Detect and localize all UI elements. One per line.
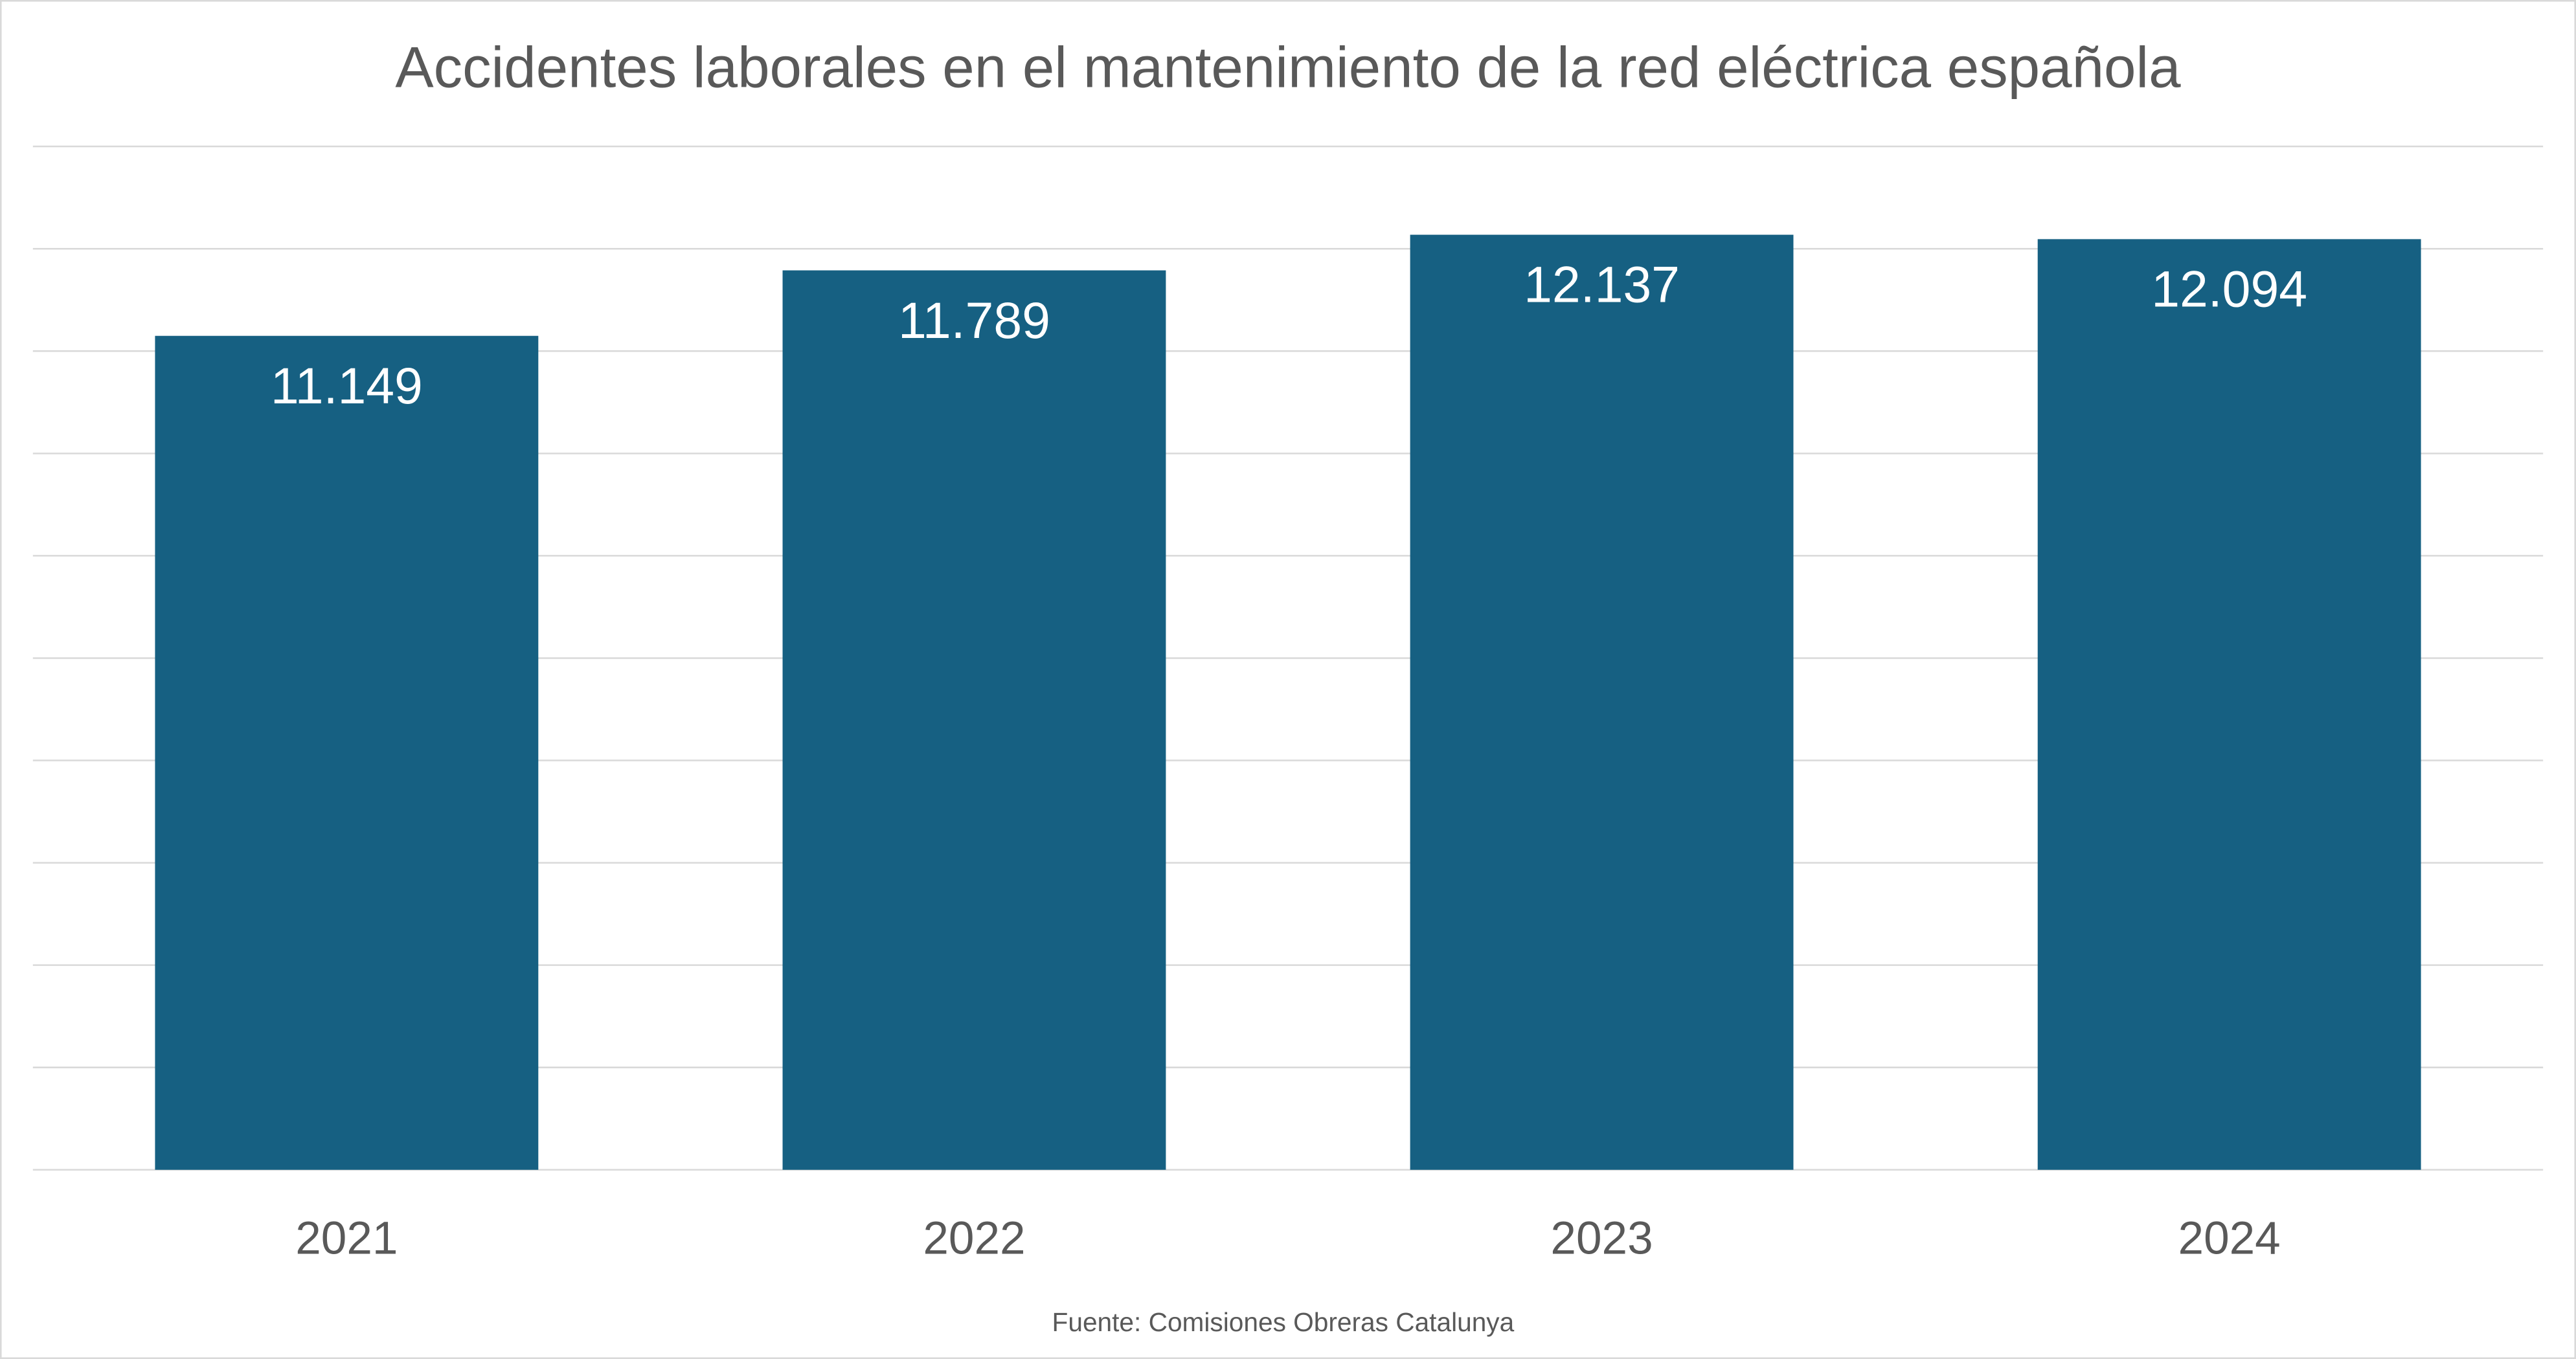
bar-2023 (1410, 234, 1794, 1170)
bar-2021 (155, 335, 539, 1170)
x-tick-label: 2022 (923, 1213, 1025, 1264)
data-label: 12.137 (1524, 256, 1680, 313)
x-tick-label: 2021 (295, 1213, 398, 1264)
x-axis-tick-labels: 2021 2022 2023 2024 (295, 1213, 2280, 1264)
bar-2024 (2037, 239, 2421, 1170)
x-tick-label: 2024 (2178, 1213, 2281, 1264)
x-tick-label: 2023 (1550, 1213, 1653, 1264)
bar-2022 (782, 270, 1166, 1170)
source-note: Fuente: Comisiones Obreras Catalunya (1052, 1307, 1515, 1337)
data-label: 11.789 (898, 292, 1050, 349)
data-label: 12.094 (2151, 261, 2307, 318)
data-label: 11.149 (271, 357, 423, 414)
bars (155, 234, 2421, 1170)
chart-title: Accidentes laborales en el mantenimiento… (395, 36, 2181, 100)
data-labels: 11.149 11.789 12.137 12.094 (271, 256, 2307, 414)
